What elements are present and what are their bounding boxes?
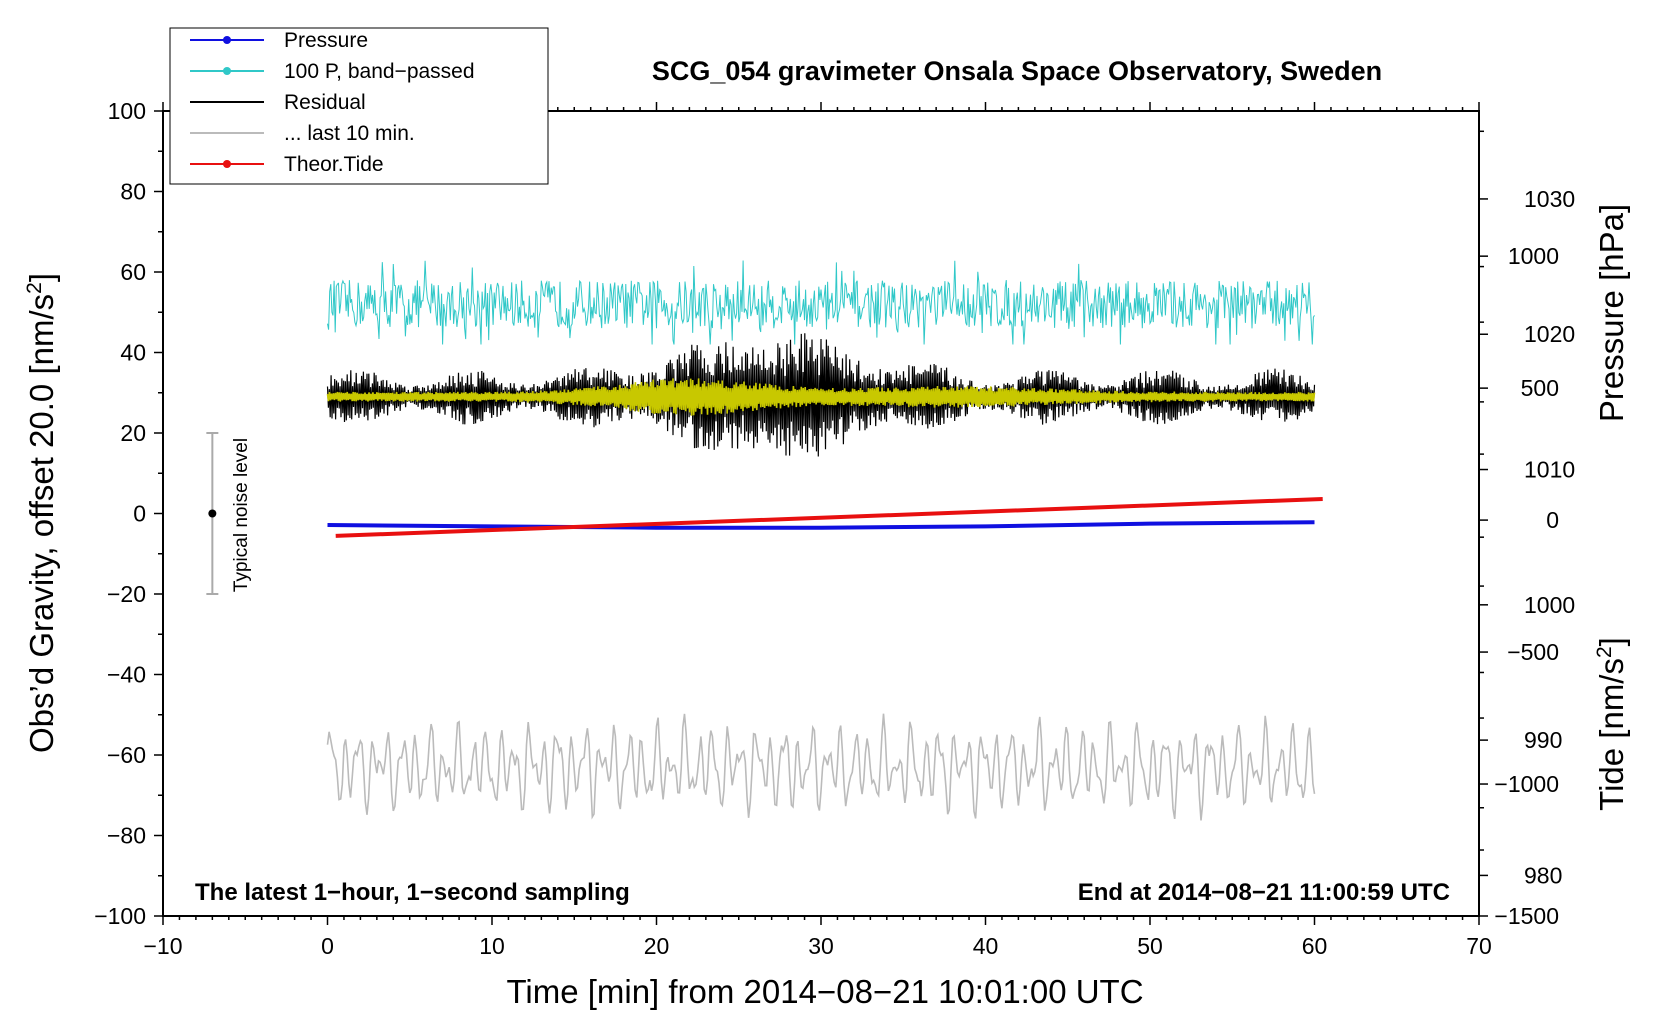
- legend-marker: [223, 36, 231, 44]
- y-tick-label: −100: [94, 903, 146, 929]
- x-axis-label: Time [min] from 2014−08−21 10:01:00 UTC: [506, 973, 1143, 1010]
- legend-label: Pressure: [284, 29, 368, 52]
- pressure-tick-label: 1000: [1524, 592, 1575, 618]
- y-tick-label: −80: [107, 823, 146, 849]
- tide-tick-label: 0: [1546, 507, 1559, 533]
- legend-marker: [223, 67, 231, 75]
- legend-box: [169, 27, 549, 185]
- y-tick-label: −20: [107, 581, 146, 607]
- tide-tick-label: −500: [1507, 639, 1559, 665]
- y-axis-label-pressure: Pressure [hPa]: [1593, 204, 1630, 422]
- tick-marks: [154, 102, 1488, 925]
- series-residual-smoothed: [326, 378, 1316, 416]
- y-tick-label: 80: [120, 179, 146, 205]
- series-bandpassed-pressure: [327, 260, 1315, 345]
- x-tick-label: −10: [143, 933, 182, 959]
- legend-label: Theor.Tide: [284, 153, 384, 176]
- y-axis-label-tide: Tide [nm/s2]: [1593, 637, 1630, 811]
- noise-level-bar: [206, 432, 219, 595]
- y-tick-label: 60: [120, 259, 146, 285]
- legend-label: Residual: [284, 91, 366, 114]
- tide-tick-label: −1500: [1494, 903, 1559, 929]
- pressure-tick-label: 990: [1524, 727, 1562, 753]
- annotation-end-time: End at 2014−08−21 11:00:59 UTC: [1078, 879, 1450, 906]
- y-tick-label: 20: [120, 420, 146, 446]
- y-axis-label-left: Obs’d Gravity, offset 20.0 [nm/s2]: [23, 273, 60, 753]
- x-tick-label: 60: [1302, 933, 1328, 959]
- x-tick-label: 50: [1137, 933, 1163, 959]
- tick-labels: −10 0 10 20 30 40 50 60 70100806040200−20−40−60−…: [94, 98, 1575, 959]
- series-last-10-min: [326, 713, 1316, 821]
- x-tick-label: 40: [973, 933, 999, 959]
- legend-marker: [223, 160, 231, 168]
- pressure-tick-label: 980: [1524, 862, 1562, 888]
- y-tick-label: 40: [120, 340, 146, 366]
- x-tick-label: 0: [321, 933, 334, 959]
- tide-tick-label: 1000: [1508, 243, 1559, 269]
- x-tick-label: 10: [479, 933, 505, 959]
- x-tick-label: 20: [644, 933, 670, 959]
- legend-label: ... last 10 min.: [284, 122, 415, 145]
- legend-label: 100 P, band−passed: [284, 60, 475, 83]
- tide-tick-label: −1000: [1494, 771, 1559, 797]
- y-tick-label: −60: [107, 742, 146, 768]
- noise-bar-center: [208, 509, 217, 518]
- x-tick-label: 30: [808, 933, 834, 959]
- pressure-tick-label: 1020: [1524, 321, 1575, 347]
- series-theoretical-tide: [335, 497, 1323, 538]
- noise-level-label: Typical noise level: [231, 438, 252, 592]
- legend: Pressure 100 P, band−passed Residual ... la…: [169, 27, 549, 185]
- pressure-tick-label: 1030: [1524, 186, 1575, 212]
- plot-traces: [326, 260, 1323, 821]
- y-tick-label: 100: [108, 98, 146, 124]
- annotation-sampling: The latest 1−hour, 1−second sampling: [195, 879, 630, 906]
- y-tick-label: 0: [133, 501, 146, 527]
- x-tick-label: 70: [1466, 933, 1492, 959]
- pressure-tick-label: 1010: [1524, 457, 1575, 483]
- series-residual: [326, 333, 1316, 457]
- chart-title: SCG_054 gravimeter Onsala Space Observat…: [652, 56, 1382, 86]
- y-tick-label: −40: [107, 662, 146, 688]
- tide-tick-label: 500: [1521, 375, 1559, 401]
- series-pressure: [327, 520, 1315, 530]
